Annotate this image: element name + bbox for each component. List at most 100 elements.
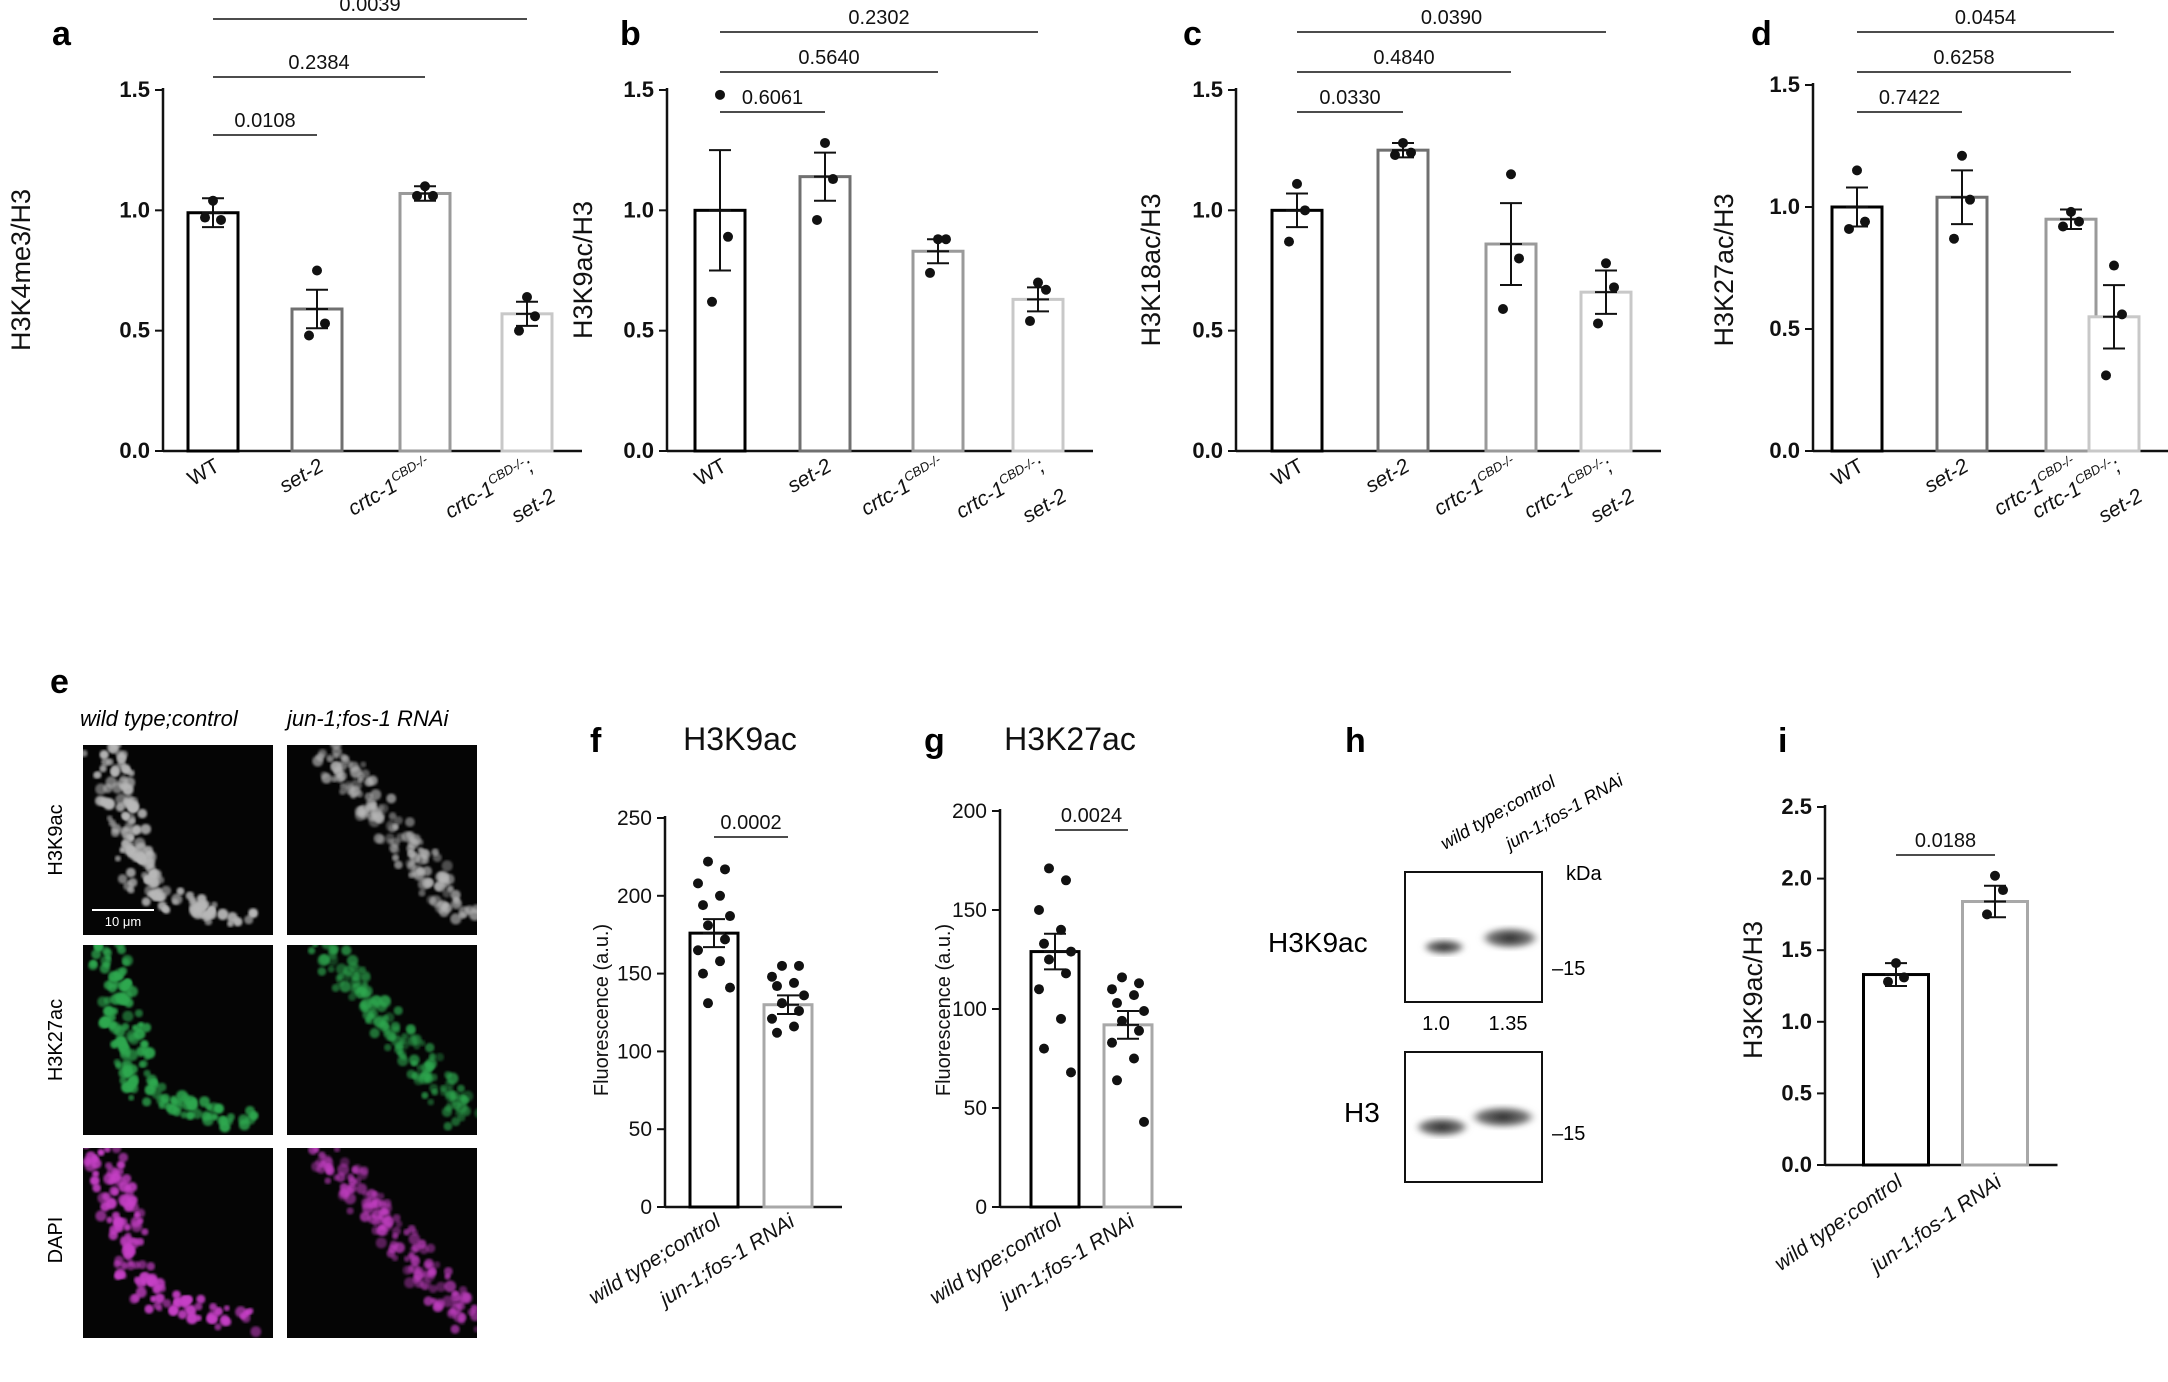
micro-nucleus <box>357 772 365 780</box>
blot-band-h3-lane1 <box>1414 1117 1470 1137</box>
micro-nucleus <box>97 1148 105 1157</box>
micro-nucleus <box>450 1096 459 1105</box>
micro-nucleus <box>116 1160 126 1170</box>
micro-nucleus <box>312 1148 320 1153</box>
micro-nucleus <box>141 1022 152 1033</box>
micro-nucleus <box>480 913 486 919</box>
micro-nucleus <box>172 1290 181 1299</box>
micro-nucleus <box>339 788 346 795</box>
data-point <box>1061 968 1071 979</box>
data-point <box>420 181 430 192</box>
data-point <box>820 137 830 148</box>
y-axis-label: Fluorescence (a.u.) <box>591 924 613 1096</box>
data-point <box>1056 924 1066 935</box>
micro-nucleus <box>432 853 442 863</box>
micro-nucleus <box>131 1220 143 1233</box>
y-tick-label: 1.0 <box>1769 194 1800 219</box>
category-label: WT <box>1828 454 1868 490</box>
micro-nucleus <box>119 846 127 854</box>
micro-nucleus <box>135 1277 145 1287</box>
micro-nucleus <box>125 1244 134 1253</box>
micro-nucleus <box>115 972 124 981</box>
data-point <box>412 190 422 201</box>
data-point <box>1982 909 1992 920</box>
y-axis-label: H3K9ac/H3 <box>568 201 598 339</box>
micro-nucleus <box>106 1166 119 1179</box>
micro-nucleus <box>206 1112 214 1120</box>
micro-nucleus <box>213 1103 225 1114</box>
micro-nucleus <box>108 1177 116 1185</box>
western-blot-panel: wild type;control jun-1;fos-1 RNAi kDa H… <box>1268 770 1627 1183</box>
micro-nucleus <box>394 860 403 870</box>
micro-nucleus <box>141 1228 149 1236</box>
micro-nucleus <box>327 945 338 956</box>
micro-nucleus <box>108 1230 118 1241</box>
data-point <box>707 296 717 307</box>
data-point <box>715 956 725 967</box>
panel-label-h: h <box>1345 722 1366 760</box>
micro-nucleus <box>450 913 462 925</box>
micro-nucleus <box>127 769 135 777</box>
micro-nucleus <box>353 1177 362 1185</box>
micro-nucleus <box>214 1323 222 1331</box>
y-tick-label: 1.0 <box>1781 1009 1812 1034</box>
bar <box>798 175 852 453</box>
micro-nucleus <box>361 972 371 983</box>
data-point <box>1117 1015 1127 1026</box>
micro-tissue-signal <box>307 945 477 1131</box>
micro-nucleus <box>339 1157 350 1168</box>
micro-nucleus <box>143 1069 151 1077</box>
data-point <box>1112 998 1122 1009</box>
micro-nucleus <box>406 1265 415 1274</box>
micro-nucleus <box>380 1021 390 1031</box>
micro-nucleus <box>426 895 436 905</box>
micro-nucleus <box>336 978 345 987</box>
micro-nucleus <box>134 1009 143 1018</box>
data-point <box>703 856 713 867</box>
y-tick-label: 1.5 <box>1192 77 1223 102</box>
micro-nucleus <box>405 817 415 827</box>
micro-nucleus <box>123 776 136 789</box>
micro-nucleus <box>428 1284 438 1294</box>
blot-unit-label: kDa <box>1566 863 1602 885</box>
micro-nucleus <box>407 850 415 857</box>
y-tick-label: 0.5 <box>1781 1080 1812 1105</box>
y-tick-label: 0.0 <box>1192 438 1223 463</box>
data-point <box>530 311 540 322</box>
micro-nucleus <box>419 1278 432 1291</box>
micro-nucleus <box>408 1233 421 1245</box>
data-point <box>1034 984 1044 995</box>
micro-nucleus <box>386 793 397 804</box>
data-point <box>216 214 226 225</box>
micro-nucleus <box>123 1250 134 1261</box>
panel-label-i: i <box>1778 722 1787 760</box>
y-tick-label: 0.5 <box>1192 318 1223 343</box>
micro-nucleus <box>204 917 213 926</box>
blot-band-h3k9ac-lane2 <box>1480 927 1540 949</box>
micro-nucleus <box>127 1262 135 1271</box>
micro-nucleus <box>335 963 348 975</box>
data-point <box>789 1021 799 1032</box>
micro-nucleus <box>421 1091 429 1099</box>
micro-nucleus <box>429 1083 439 1093</box>
micro-tissue-signal <box>88 945 259 1133</box>
micro-nucleus <box>91 1158 102 1169</box>
p-value-label: 0.4840 <box>1373 47 1434 69</box>
p-value-label: 0.0108 <box>234 110 295 132</box>
chart-c: 0.0 0.5 1.0 1.5 H3K18ac/H3 WT set-2 crtc-1CBD-/… <box>1136 7 1661 528</box>
micro-nucleus <box>103 996 113 1005</box>
y-tick-label: 0.0 <box>1769 438 1800 463</box>
micro-nucleus <box>120 1261 129 1270</box>
data-point <box>208 195 218 206</box>
micro-nucleus <box>321 773 332 784</box>
micro-nucleus <box>142 859 154 870</box>
micro-nucleus <box>346 954 359 967</box>
micro-nucleus <box>108 745 116 747</box>
micro-nucleus <box>435 1052 445 1062</box>
panel-label-b: b <box>620 15 641 53</box>
micro-nucleus <box>120 827 133 840</box>
micro-nucleus <box>120 1237 129 1246</box>
bar <box>1862 973 1930 1167</box>
bar <box>290 307 344 453</box>
